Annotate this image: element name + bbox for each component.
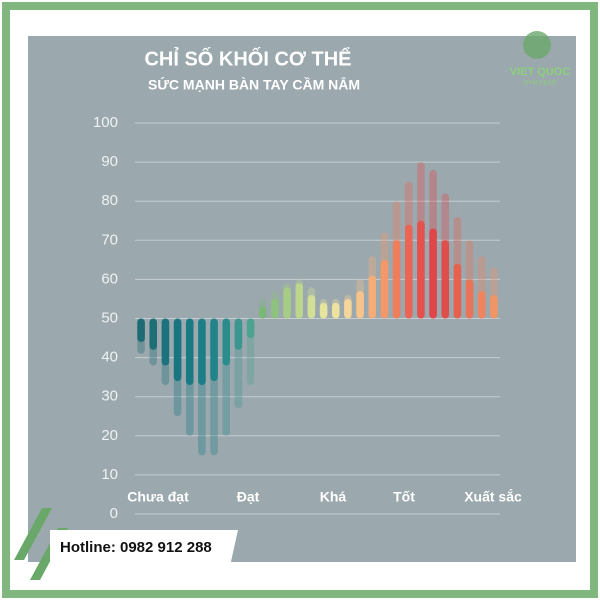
bar: [258, 306, 267, 319]
bar: [368, 275, 377, 319]
bar: [490, 295, 498, 319]
bar: [246, 318, 255, 339]
stripe: [14, 508, 52, 560]
y-tick-label: 100: [93, 114, 118, 131]
bar: [453, 263, 462, 319]
bar: [234, 318, 243, 350]
y-tick-label: 30: [101, 388, 118, 405]
bar: [283, 287, 291, 319]
chart-title: CHỈ SỐ KHỐI CƠ THỂ: [144, 46, 351, 70]
bar: [380, 259, 389, 319]
brand-tagline: GYM GEAR: [524, 81, 557, 87]
y-tick-label: 90: [101, 153, 118, 170]
bar: [356, 291, 364, 319]
x-label: Xuất sắc: [464, 488, 522, 505]
y-tick-label: 70: [101, 231, 118, 248]
logo-icon: [523, 31, 551, 59]
bar: [417, 220, 425, 319]
bar: [173, 318, 182, 382]
hotline: Hotline: 0982 912 288: [60, 539, 212, 556]
y-tick-label: 10: [101, 466, 118, 483]
bar: [137, 318, 145, 342]
bar: [222, 318, 231, 366]
y-tick-label: 60: [101, 270, 118, 287]
bar: [441, 240, 450, 319]
y-tick-label: 80: [101, 192, 118, 209]
bar: [307, 295, 316, 319]
bar: [319, 302, 328, 319]
bar: [429, 228, 437, 319]
bar: [392, 240, 401, 319]
chart-subtitle: SỨC MẠNH BÀN TAY CẦM NẮM: [148, 76, 360, 93]
y-tick-label: 20: [101, 427, 118, 444]
bar: [185, 318, 194, 385]
bar: [149, 318, 158, 350]
x-label: Chưa đạt: [127, 489, 189, 505]
bar: [295, 283, 304, 319]
bar: [198, 318, 206, 385]
bar: [344, 298, 352, 319]
bar: [331, 302, 340, 319]
bar: [465, 279, 474, 319]
y-tick-label: 50: [101, 309, 118, 326]
bar: [161, 318, 170, 366]
bar: [477, 291, 486, 319]
bar: [404, 224, 413, 319]
bar: [210, 318, 218, 382]
x-label: Tốt: [393, 489, 415, 505]
brand-name: VIET QUOC: [510, 66, 571, 78]
x-label: Đạt: [237, 489, 260, 505]
y-tick-label: 40: [101, 349, 118, 366]
hotline-box: [50, 530, 238, 566]
x-label: Khá: [320, 489, 347, 505]
bar: [271, 298, 279, 319]
y-tick-label: 0: [110, 505, 118, 522]
